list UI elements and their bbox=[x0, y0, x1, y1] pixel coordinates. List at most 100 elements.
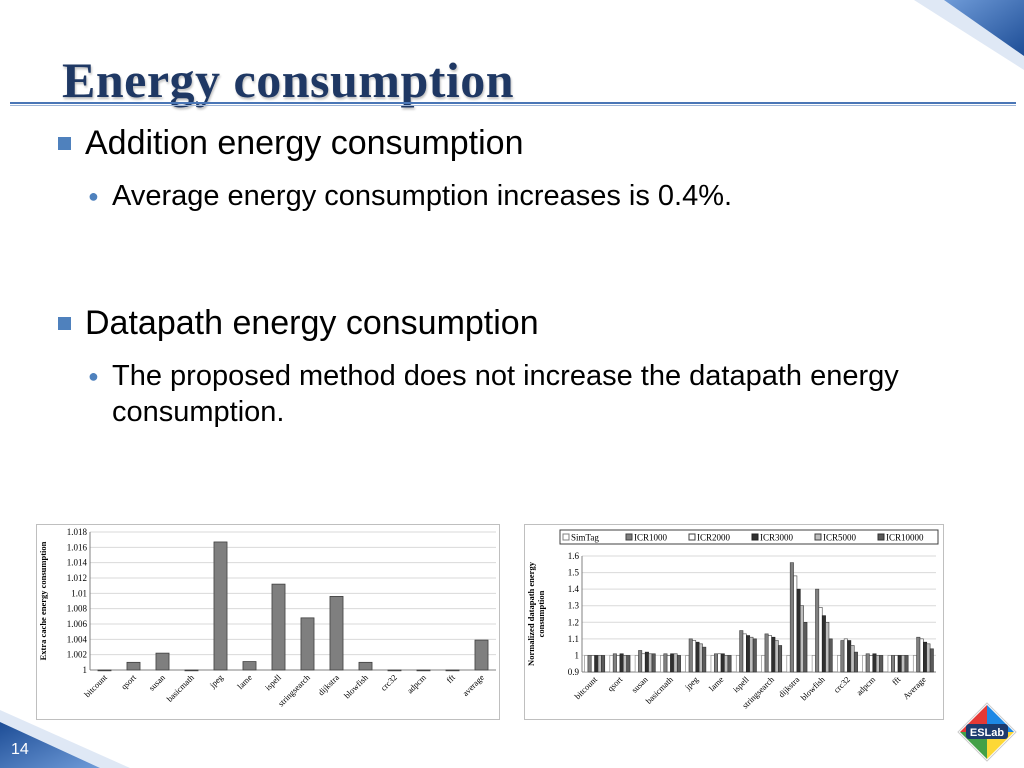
bar bbox=[862, 655, 867, 673]
bar bbox=[720, 653, 725, 673]
y-tick-label: 1.008 bbox=[67, 604, 88, 614]
legend-box bbox=[559, 529, 939, 545]
bar bbox=[702, 646, 707, 673]
bar bbox=[764, 633, 769, 673]
legend-label: ICR3000 bbox=[760, 533, 794, 543]
y-tick-label: 1.016 bbox=[67, 542, 88, 552]
bullet-text: Average energy consumption increases is … bbox=[112, 180, 733, 212]
bar bbox=[818, 607, 823, 673]
y-tick-label: 1.012 bbox=[67, 573, 87, 583]
bar bbox=[638, 650, 643, 673]
bar bbox=[717, 653, 722, 673]
bar bbox=[923, 641, 928, 673]
bar bbox=[746, 635, 751, 673]
bar bbox=[901, 655, 906, 673]
bar bbox=[786, 655, 791, 673]
bar bbox=[879, 655, 884, 673]
y-tick-label: 1.6 bbox=[568, 551, 580, 561]
bar bbox=[815, 588, 820, 673]
bar bbox=[837, 655, 842, 673]
bar bbox=[676, 655, 681, 673]
bar bbox=[796, 588, 801, 673]
bar bbox=[840, 640, 845, 673]
bar bbox=[872, 653, 877, 673]
bar bbox=[584, 655, 589, 673]
bar bbox=[594, 655, 599, 673]
bar bbox=[897, 655, 902, 673]
y-axis-label: Extra cache energy consumption bbox=[38, 541, 48, 660]
legend-swatch bbox=[625, 533, 633, 541]
bar bbox=[869, 655, 874, 673]
bar bbox=[771, 636, 776, 673]
y-tick-label: 1.3 bbox=[568, 601, 580, 611]
bullet-level1: Addition energy consumption bbox=[58, 124, 524, 162]
bar bbox=[213, 541, 228, 671]
square-bullet-icon bbox=[58, 137, 71, 150]
bar bbox=[597, 655, 602, 673]
legend-swatch bbox=[814, 533, 822, 541]
bar bbox=[300, 617, 315, 671]
bar bbox=[853, 651, 858, 673]
legend-swatch bbox=[751, 533, 759, 541]
legend-label: ICR1000 bbox=[634, 533, 668, 543]
bar bbox=[271, 583, 286, 671]
bar bbox=[894, 655, 899, 673]
bar bbox=[474, 639, 489, 671]
chart-frame bbox=[36, 524, 500, 720]
bar bbox=[155, 652, 170, 671]
y-tick-label: 1.4 bbox=[568, 584, 580, 594]
y-tick-label: 0.9 bbox=[568, 667, 580, 677]
slide-title: Energy consumption bbox=[62, 52, 515, 108]
bar bbox=[648, 653, 653, 673]
bar bbox=[752, 638, 757, 673]
bar bbox=[710, 655, 715, 673]
bar bbox=[850, 645, 855, 673]
bar bbox=[739, 630, 744, 673]
bullet-level1: Datapath energy consumption bbox=[58, 304, 539, 342]
bar bbox=[416, 669, 431, 672]
bar bbox=[609, 655, 614, 673]
bar bbox=[644, 651, 649, 673]
bar bbox=[843, 638, 848, 673]
bar bbox=[767, 635, 772, 673]
bar bbox=[685, 655, 690, 673]
bar bbox=[811, 655, 816, 673]
bar bbox=[865, 653, 870, 673]
bar bbox=[695, 641, 700, 673]
bullet-text: Datapath energy consumption bbox=[85, 304, 539, 342]
y-tick-label: 1 bbox=[575, 650, 580, 660]
y-tick-label: 1 bbox=[83, 665, 88, 675]
legend-swatch bbox=[562, 533, 570, 541]
bar bbox=[587, 655, 592, 673]
bar bbox=[904, 655, 909, 673]
bar bbox=[735, 655, 740, 673]
bar bbox=[789, 562, 794, 673]
bar bbox=[742, 633, 747, 673]
y-tick-label: 1.004 bbox=[67, 634, 88, 644]
bullet-level2: ● Average energy consumption increases i… bbox=[88, 178, 988, 214]
bar bbox=[387, 669, 402, 672]
bar bbox=[612, 653, 617, 673]
bar bbox=[803, 621, 808, 673]
corner-decoration-top-right bbox=[914, 0, 1024, 70]
bar bbox=[242, 661, 257, 671]
bar bbox=[673, 653, 678, 673]
title-rule bbox=[10, 102, 1016, 104]
bar bbox=[623, 655, 627, 673]
bar bbox=[626, 655, 631, 673]
bar bbox=[670, 653, 675, 673]
square-bullet-icon bbox=[58, 317, 71, 330]
y-tick-label: 1.2 bbox=[568, 617, 579, 627]
corner-decoration-bottom-left bbox=[0, 710, 130, 768]
bar bbox=[616, 655, 621, 673]
bar bbox=[692, 640, 697, 673]
bar bbox=[641, 653, 646, 673]
legend-label: SimTag bbox=[571, 533, 599, 543]
bar bbox=[184, 669, 199, 672]
cache-energy-chart: 1 1.002 1.004 1.006 1.008 1.01 1.012 1.014 1.016… bbox=[36, 524, 500, 720]
bar bbox=[847, 640, 852, 673]
bar bbox=[891, 655, 896, 673]
bar bbox=[774, 640, 779, 673]
y-tick-label: 1.5 bbox=[568, 568, 580, 578]
bar bbox=[666, 655, 671, 673]
